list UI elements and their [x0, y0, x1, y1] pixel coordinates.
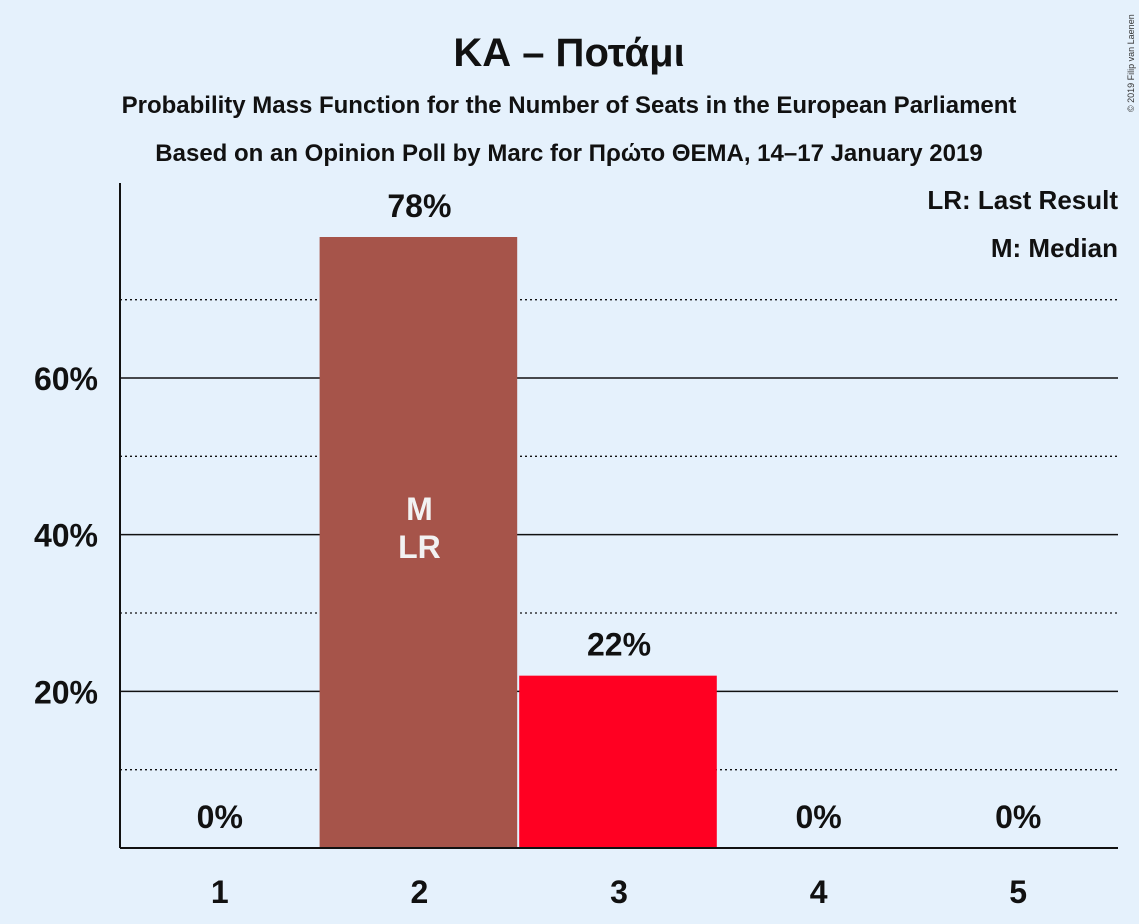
x-tick-label: 4: [810, 874, 828, 910]
gridlines: 20% 40% 60%: [34, 299, 1118, 771]
bar-value-label: 22%: [587, 627, 651, 663]
copyright-notice: © 2019 Filip van Laenen: [1126, 14, 1136, 112]
chart-title: ΚΑ – Ποτάμι: [453, 31, 684, 75]
legend-last-result: LR: Last Result: [927, 185, 1118, 215]
y-tick-label: 40%: [34, 518, 98, 554]
y-tick-label: 60%: [34, 361, 98, 397]
x-tick-label: 1: [211, 874, 229, 910]
x-tick-label: 5: [1009, 874, 1027, 910]
bars: [319, 237, 717, 848]
chart-subtitle-1: Probability Mass Function for the Number…: [122, 92, 1017, 119]
legend-median: M: Median: [991, 233, 1118, 263]
last-result-marker: LR: [398, 529, 441, 565]
x-tick-label: 2: [411, 874, 429, 910]
bar-value-labels: 0% 1 78% 2 MLR 22% 3 0% 4 0% 5: [197, 188, 1042, 910]
bar-value-label: 0%: [197, 799, 243, 835]
bar: [319, 237, 518, 848]
bar: [519, 675, 717, 848]
y-tick-label: 20%: [34, 674, 98, 710]
axes: [119, 183, 1118, 849]
bar-value-label: 0%: [795, 799, 841, 835]
bar-value-label: 78%: [387, 188, 451, 224]
x-tick-label: 3: [610, 874, 628, 910]
chart-subtitle-2: Based on an Opinion Poll by Marc for Πρώ…: [155, 140, 982, 167]
bar-value-label: 0%: [995, 799, 1041, 835]
median-marker: M: [406, 491, 433, 527]
